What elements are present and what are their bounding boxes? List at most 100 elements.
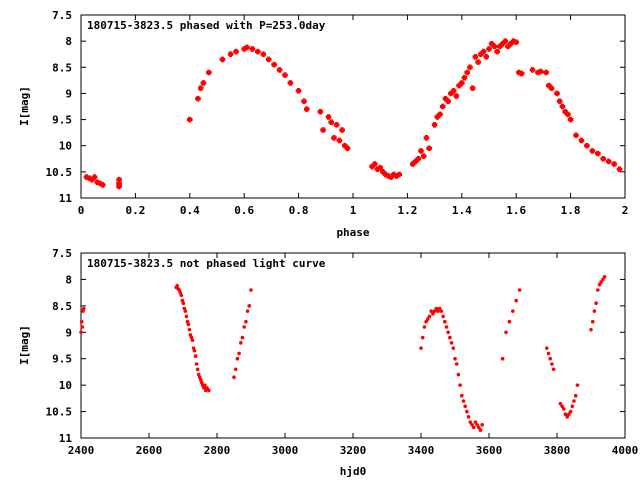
data-point-cross	[476, 59, 480, 65]
data-point-cross	[462, 74, 467, 81]
data-point-cross	[207, 69, 211, 76]
data-point	[517, 288, 522, 292]
data-point-cross	[245, 44, 249, 51]
data-point	[443, 319, 447, 324]
data-point-cross	[596, 150, 600, 157]
data-point-cross	[427, 145, 431, 152]
data-point	[439, 309, 444, 313]
y-tick-label: 9.5	[52, 353, 72, 366]
data-point	[419, 346, 423, 350]
data-point	[461, 399, 466, 403]
data-point-cross	[414, 158, 418, 165]
data-point	[570, 404, 575, 409]
data-point	[183, 309, 188, 313]
data-point	[453, 356, 457, 361]
data-point-cross	[397, 171, 401, 178]
data-point-cross	[435, 114, 439, 120]
data-point-cross	[318, 108, 322, 115]
phased-plot-title: 180715-3823.5 phased with P=253.0day	[87, 19, 326, 32]
data-point-cross	[261, 51, 265, 58]
data-point-cross	[585, 142, 589, 149]
data-point-cross	[618, 166, 622, 173]
data-point-cross	[329, 119, 333, 125]
data-point	[475, 422, 479, 427]
y-tick-label: 11	[59, 192, 73, 205]
data-point-cross	[443, 95, 448, 102]
data-point	[507, 319, 512, 324]
data-point	[463, 404, 468, 409]
data-point	[594, 301, 598, 306]
data-point	[545, 346, 549, 350]
data-point	[429, 309, 434, 313]
data-point-cross	[539, 68, 543, 75]
data-point-cross	[560, 103, 564, 110]
data-point-cross	[473, 54, 477, 60]
data-point-cross	[449, 90, 453, 97]
data-point-cross	[530, 67, 535, 73]
data-point-cross	[484, 54, 488, 60]
data-point	[235, 356, 240, 361]
x-tick-label: 3400	[408, 444, 435, 457]
x-tick-label: 3200	[340, 444, 367, 457]
data-point-cross	[337, 137, 341, 144]
data-point	[480, 422, 485, 427]
data-point-cross	[433, 122, 437, 128]
x-tick-label: 1	[350, 204, 357, 217]
data-point	[446, 330, 451, 335]
data-point	[477, 425, 481, 430]
data-point	[427, 314, 432, 319]
light-curve-data-points	[79, 274, 607, 432]
data-point-cross	[607, 158, 611, 165]
light-curve-axis-ticks: 2400 2600 2800 3000 3200 3400 3600 3800 4000 7.5 8…	[46, 247, 639, 457]
data-point	[247, 304, 252, 308]
data-point	[449, 341, 454, 345]
data-point	[551, 367, 556, 372]
x-tick-label: 0	[78, 204, 85, 217]
data-point-cross	[297, 88, 301, 94]
data-point-cross	[375, 166, 380, 173]
data-point	[441, 314, 445, 319]
data-point-cross	[424, 135, 428, 141]
data-point-cross	[419, 148, 423, 154]
phased-data-points	[83, 38, 623, 190]
data-point	[550, 362, 554, 366]
data-point-cross	[283, 72, 287, 78]
data-point-cross	[460, 80, 464, 86]
data-point	[244, 319, 248, 324]
light-curve-x-axis-label: hjd0	[340, 465, 367, 478]
data-point-cross	[101, 182, 105, 188]
data-point	[242, 325, 246, 329]
data-point	[451, 346, 456, 350]
x-tick-label: 1.8	[561, 204, 581, 217]
data-point	[195, 367, 200, 372]
data-point-cross	[201, 80, 205, 86]
data-point-cross	[495, 48, 499, 55]
data-point-cross	[550, 85, 554, 91]
data-point-cross	[335, 122, 339, 128]
y-tick-label: 7.5	[52, 9, 72, 22]
data-point-cross	[555, 90, 559, 97]
data-point	[473, 420, 478, 424]
data-point	[514, 298, 518, 303]
data-point	[245, 309, 250, 313]
data-point-cross	[389, 174, 393, 180]
y-tick-label: 9	[65, 326, 72, 339]
data-point	[565, 415, 569, 419]
data-point-cross	[465, 69, 469, 76]
data-point-cross	[326, 114, 331, 120]
data-point-cross	[501, 40, 505, 47]
data-point-cross	[234, 48, 238, 55]
data-point-cross	[468, 64, 472, 71]
data-point-cross	[514, 39, 518, 45]
data-point-cross	[343, 142, 347, 149]
data-point-cross	[422, 153, 426, 159]
data-point	[546, 351, 551, 356]
data-point-cross	[471, 85, 475, 91]
data-point	[436, 309, 440, 313]
data-point	[232, 375, 236, 380]
data-point	[478, 428, 483, 432]
data-point-cross	[272, 61, 276, 68]
data-point-cross	[256, 48, 260, 55]
data-point	[187, 327, 192, 332]
data-point-cross	[250, 46, 254, 52]
